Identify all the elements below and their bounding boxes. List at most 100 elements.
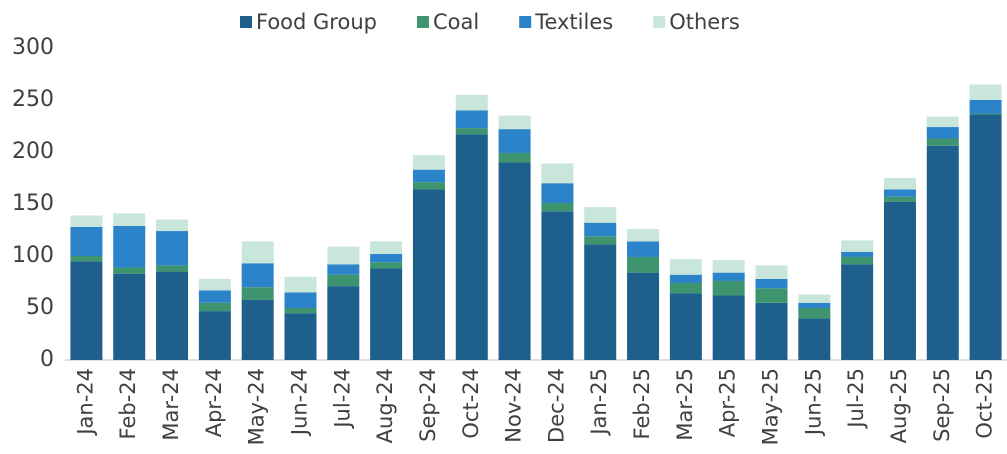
bar-segment bbox=[926, 116, 959, 128]
bar-segment bbox=[498, 153, 531, 163]
bar-segment bbox=[113, 225, 146, 268]
legend-label: Textiles bbox=[534, 10, 613, 34]
bar-segment bbox=[584, 244, 617, 360]
bar-segment bbox=[841, 257, 874, 265]
bar-segment bbox=[498, 115, 531, 130]
bar-segment bbox=[584, 207, 617, 223]
bar-segment bbox=[541, 183, 574, 203]
bar-segment bbox=[241, 263, 274, 288]
x-tick-label: Feb-25 bbox=[630, 368, 654, 439]
x-tick-label: Jul-24 bbox=[330, 368, 354, 430]
bar-segment bbox=[327, 274, 360, 287]
bar-segment bbox=[926, 145, 959, 360]
bar-segment bbox=[969, 114, 1002, 360]
bar-segment bbox=[969, 100, 1002, 114]
bar-segment bbox=[241, 299, 274, 360]
bar-segment bbox=[498, 162, 531, 360]
bar-segment bbox=[627, 228, 660, 242]
x-tick-label: Apr-25 bbox=[716, 368, 740, 437]
bar-segment bbox=[798, 302, 831, 308]
bar-segment bbox=[241, 241, 274, 264]
bar-segment bbox=[113, 213, 146, 226]
bar-segment bbox=[412, 189, 445, 360]
bar-segment bbox=[584, 236, 617, 245]
bar-segment bbox=[712, 280, 745, 296]
bar-segment bbox=[498, 129, 531, 154]
bar-segment bbox=[455, 128, 488, 135]
bar-segment bbox=[70, 256, 103, 262]
x-tick-label: Aug-24 bbox=[373, 368, 397, 443]
bar-segment bbox=[198, 302, 231, 312]
bar-segment bbox=[198, 290, 231, 303]
bar-segment bbox=[712, 295, 745, 360]
bar-segment bbox=[156, 271, 189, 360]
bar-segment bbox=[669, 274, 702, 284]
bar-segment bbox=[412, 155, 445, 170]
x-tick-label: Jan-25 bbox=[587, 368, 611, 437]
x-tick-label: Sep-24 bbox=[416, 368, 440, 442]
x-tick-label: Jun-25 bbox=[801, 368, 825, 437]
bar-segment bbox=[841, 251, 874, 258]
bar-segment bbox=[198, 278, 231, 291]
x-tick-label: Jul-25 bbox=[844, 368, 868, 430]
x-tick-label: Nov-24 bbox=[502, 368, 526, 443]
legend-label: Coal bbox=[433, 10, 479, 34]
bar-segment bbox=[370, 253, 403, 263]
x-tick-label: Oct-25 bbox=[973, 368, 997, 439]
legend-label: Others bbox=[669, 10, 740, 34]
bar-segment bbox=[156, 265, 189, 272]
bar-segment bbox=[156, 219, 189, 232]
bar-segment bbox=[841, 264, 874, 360]
bar-segment bbox=[370, 241, 403, 254]
bar-segment bbox=[969, 84, 1002, 100]
x-tick-label: Jan-24 bbox=[73, 368, 97, 437]
bar-segment bbox=[370, 262, 403, 269]
bar-segment bbox=[883, 178, 916, 190]
x-tick-label: Mar-25 bbox=[673, 368, 697, 441]
bar-segment bbox=[755, 265, 788, 279]
bar-segment bbox=[327, 264, 360, 275]
bar-segment bbox=[627, 257, 660, 273]
y-tick-label: 300 bbox=[12, 35, 54, 60]
bar-segment bbox=[70, 226, 103, 256]
bar-segment bbox=[113, 267, 146, 274]
bar-segment bbox=[541, 163, 574, 184]
y-tick-label: 150 bbox=[12, 191, 54, 216]
legend-swatch bbox=[519, 16, 532, 28]
bar-segment bbox=[627, 241, 660, 258]
x-tick-label: Oct-24 bbox=[459, 368, 483, 439]
bar-segment bbox=[755, 278, 788, 289]
y-tick-label: 250 bbox=[12, 87, 54, 112]
bar-segment bbox=[669, 283, 702, 294]
bar-segment bbox=[327, 246, 360, 265]
bar-segment bbox=[798, 308, 831, 319]
legend-label: Food Group bbox=[256, 10, 377, 34]
bar-segment bbox=[883, 196, 916, 202]
bar-segment bbox=[284, 308, 317, 314]
bar-segment bbox=[669, 259, 702, 275]
bar-segment bbox=[113, 273, 146, 360]
x-tick-label: Dec-24 bbox=[544, 368, 568, 443]
bar-segment bbox=[755, 288, 788, 303]
legend-swatch bbox=[416, 16, 429, 28]
x-tick-label: Jun-24 bbox=[288, 368, 312, 437]
bar-segment bbox=[70, 215, 103, 227]
y-tick-label: 100 bbox=[12, 243, 54, 268]
bar-segment bbox=[241, 287, 274, 300]
bar-segment bbox=[841, 240, 874, 252]
bar-segment bbox=[798, 294, 831, 303]
bar-segment bbox=[455, 134, 488, 360]
bar-segment bbox=[284, 292, 317, 308]
bar-segment bbox=[584, 222, 617, 237]
x-tick-label: Sep-25 bbox=[930, 368, 954, 442]
bar-segment bbox=[198, 311, 231, 360]
x-tick-label: Aug-25 bbox=[887, 368, 911, 443]
bar-segment bbox=[370, 268, 403, 360]
bar-segment bbox=[627, 272, 660, 360]
bar-segment bbox=[712, 260, 745, 273]
legend-swatch bbox=[240, 16, 252, 28]
x-tick-label: Mar-24 bbox=[159, 368, 183, 441]
bar-segment bbox=[455, 94, 488, 111]
bar-segment bbox=[926, 138, 959, 146]
